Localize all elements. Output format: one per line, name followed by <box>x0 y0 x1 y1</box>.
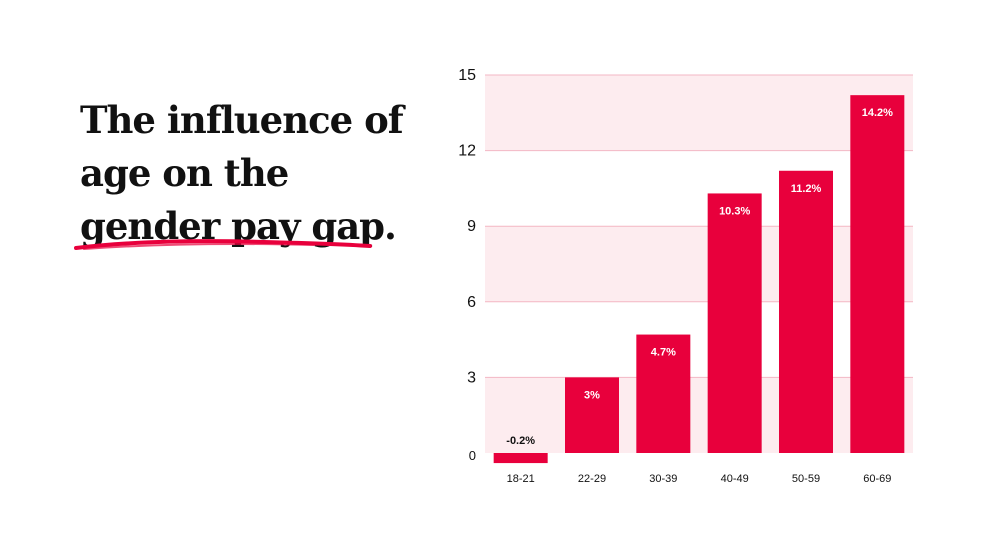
data-label: 11.2% <box>791 183 822 195</box>
data-label: 3% <box>584 389 600 401</box>
x-tick-label: 50-59 <box>792 473 820 485</box>
background-bands <box>485 75 913 453</box>
y-tick-label: 15 <box>458 67 476 84</box>
brush-underline <box>74 239 372 250</box>
y-tick-label: 12 <box>458 143 476 160</box>
page-title: The influence of age on the gender pay g… <box>80 94 404 253</box>
title-line-2: age on the <box>80 151 289 195</box>
x-tick-label: 30-39 <box>649 473 677 485</box>
bar <box>565 377 619 453</box>
x-tick-label: 18-21 <box>507 473 535 485</box>
grid-band <box>485 226 913 302</box>
y-tick-label: 9 <box>467 218 476 235</box>
bar <box>707 193 762 453</box>
y-tick-label: 0 <box>469 448 476 463</box>
bar <box>636 334 691 453</box>
data-label: 4.7% <box>651 347 676 359</box>
grid-band <box>485 75 913 151</box>
bar <box>493 453 548 464</box>
x-tick-label: 60-69 <box>863 473 891 485</box>
gridlines <box>485 74 913 378</box>
data-label: 10.3% <box>719 205 750 217</box>
data-label: -0.2% <box>506 435 535 447</box>
data-labels: -0.2% 3% 4.7% 10.3% 11.2% 14.2% <box>506 107 893 447</box>
x-tick-label: 40-49 <box>721 473 749 485</box>
y-axis-ticks: 0 3 6 9 12 15 <box>458 67 476 463</box>
x-axis-ticks: 18-21 22-29 30-39 40-49 50-59 60-69 <box>507 473 892 485</box>
y-tick-label: 3 <box>467 369 476 386</box>
bar <box>779 170 833 453</box>
x-tick-label: 22-29 <box>578 473 606 485</box>
data-label: 14.2% <box>862 107 893 119</box>
bars <box>493 95 905 464</box>
bar <box>850 95 905 453</box>
y-tick-label: 6 <box>467 294 476 311</box>
title-line-1: The influence of <box>80 98 404 142</box>
grid-band <box>485 377 913 453</box>
